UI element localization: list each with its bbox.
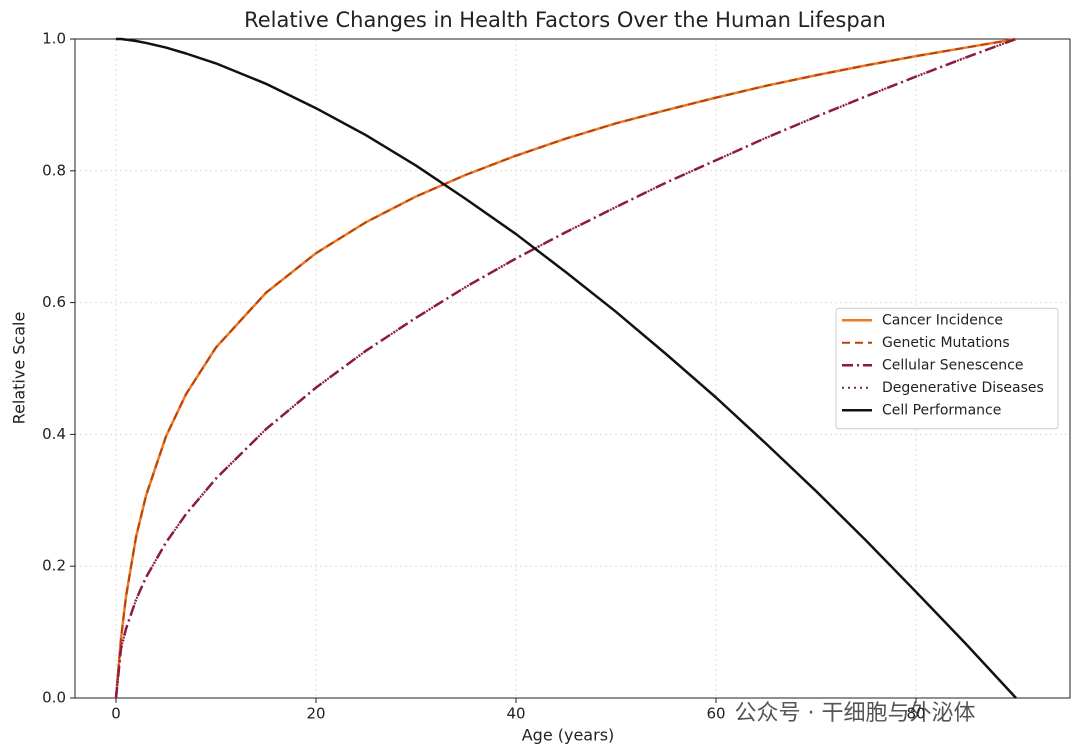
legend-label: Cancer Incidence: [882, 312, 1003, 328]
y-tick-label: 0.2: [42, 557, 66, 575]
watermark: 公众号 · 干细胞与外泌体: [735, 701, 976, 726]
legend-label: Cellular Senescence: [882, 357, 1024, 373]
y-tick-label: 0.6: [42, 293, 66, 311]
x-tick-label: 80: [906, 705, 925, 723]
y-axis-label: Relative Scale: [10, 312, 29, 425]
x-tick-label: 40: [506, 705, 525, 723]
legend-label: Cell Performance: [882, 402, 1001, 418]
data-line: [115, 38, 1017, 699]
legend: Cancer Incidence Genetic Mutations Cellula…: [835, 307, 1059, 430]
x-tick-label: 60: [706, 705, 725, 723]
x-tick-label: 20: [306, 705, 325, 723]
y-tick-label: 1.0: [42, 30, 66, 48]
y-tick-label: 0.8: [42, 161, 66, 179]
legend-box: [835, 307, 1059, 430]
chart-title: Relative Changes in Health Factors Over …: [244, 8, 886, 32]
y-tick-label: 0.4: [42, 425, 66, 443]
data-line: [116, 37, 1017, 699]
plot-frame: [74, 38, 1071, 699]
legend-label: Degenerative Diseases: [882, 380, 1044, 396]
x-tick-label: 0: [111, 705, 121, 723]
x-axis-label: Age (years): [522, 726, 615, 745]
legend-label: Genetic Mutations: [882, 335, 1010, 351]
y-tick-label: 0.0: [42, 689, 66, 707]
data-line: [115, 38, 1017, 699]
